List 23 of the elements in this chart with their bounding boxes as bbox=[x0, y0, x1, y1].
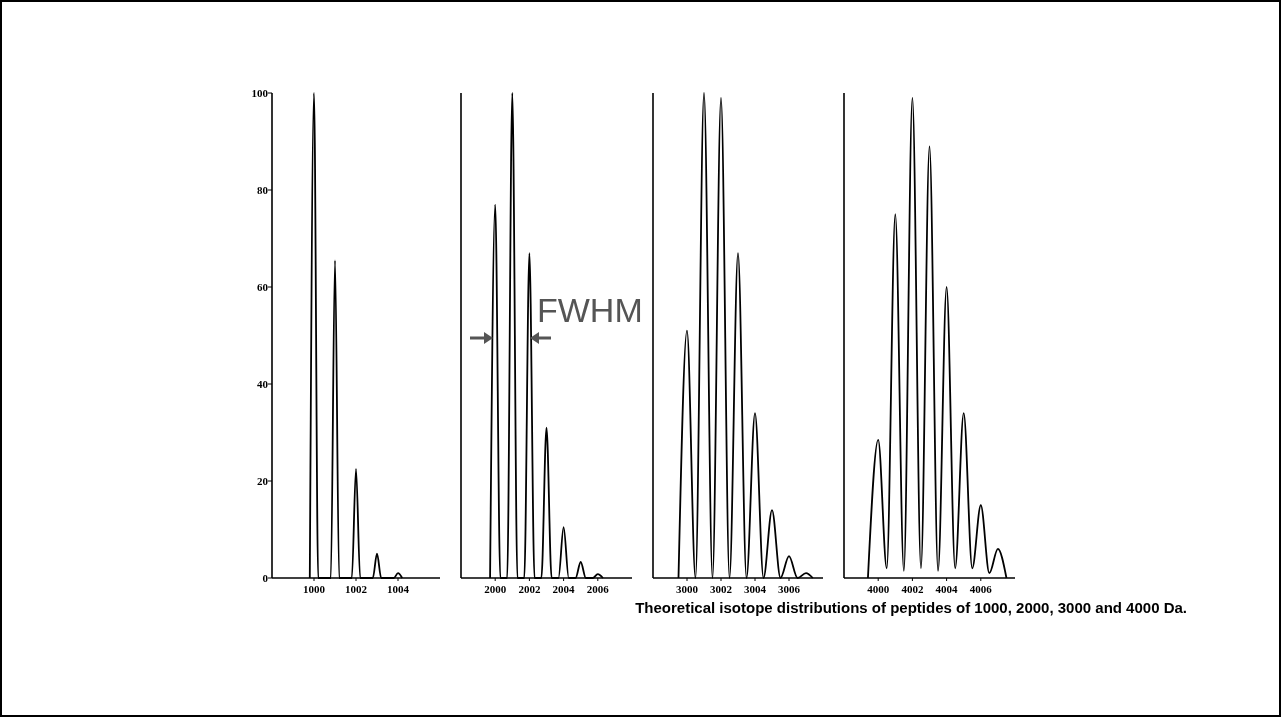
y-tick-label: 100 bbox=[251, 87, 269, 99]
y-tick-label: 80 bbox=[257, 184, 269, 196]
x-tick-label: 4006 bbox=[969, 583, 993, 595]
x-tick-label: 4004 bbox=[935, 583, 959, 595]
x-tick-label: 2004 bbox=[552, 583, 576, 595]
x-tick-label: 1004 bbox=[387, 583, 410, 595]
y-tick-label: 40 bbox=[257, 378, 269, 390]
y-tick-label: 60 bbox=[257, 281, 269, 293]
x-tick-label: 2006 bbox=[586, 583, 610, 595]
y-tick-label: 0 bbox=[262, 572, 269, 584]
x-tick-label: 4000 bbox=[867, 583, 890, 595]
annotation: FWHM bbox=[537, 291, 643, 329]
x-tick-label: 3006 bbox=[778, 583, 801, 595]
x-tick-label: 2002 bbox=[518, 583, 541, 595]
x-tick-label: 2000 bbox=[484, 583, 507, 595]
x-tick-label: 1000 bbox=[303, 583, 326, 595]
x-tick-label: 1002 bbox=[345, 583, 368, 595]
y-tick-label: 20 bbox=[257, 475, 269, 487]
text: Theoretical isotope distributions of peptides of 1000, 2000, 3000 and 4000 Da. bbox=[635, 599, 1187, 616]
x-tick-label: 3002 bbox=[710, 583, 733, 595]
x-tick-label: 3000 bbox=[676, 583, 699, 595]
x-tick-label: 3004 bbox=[744, 583, 767, 595]
x-tick-label: 4002 bbox=[901, 583, 924, 595]
